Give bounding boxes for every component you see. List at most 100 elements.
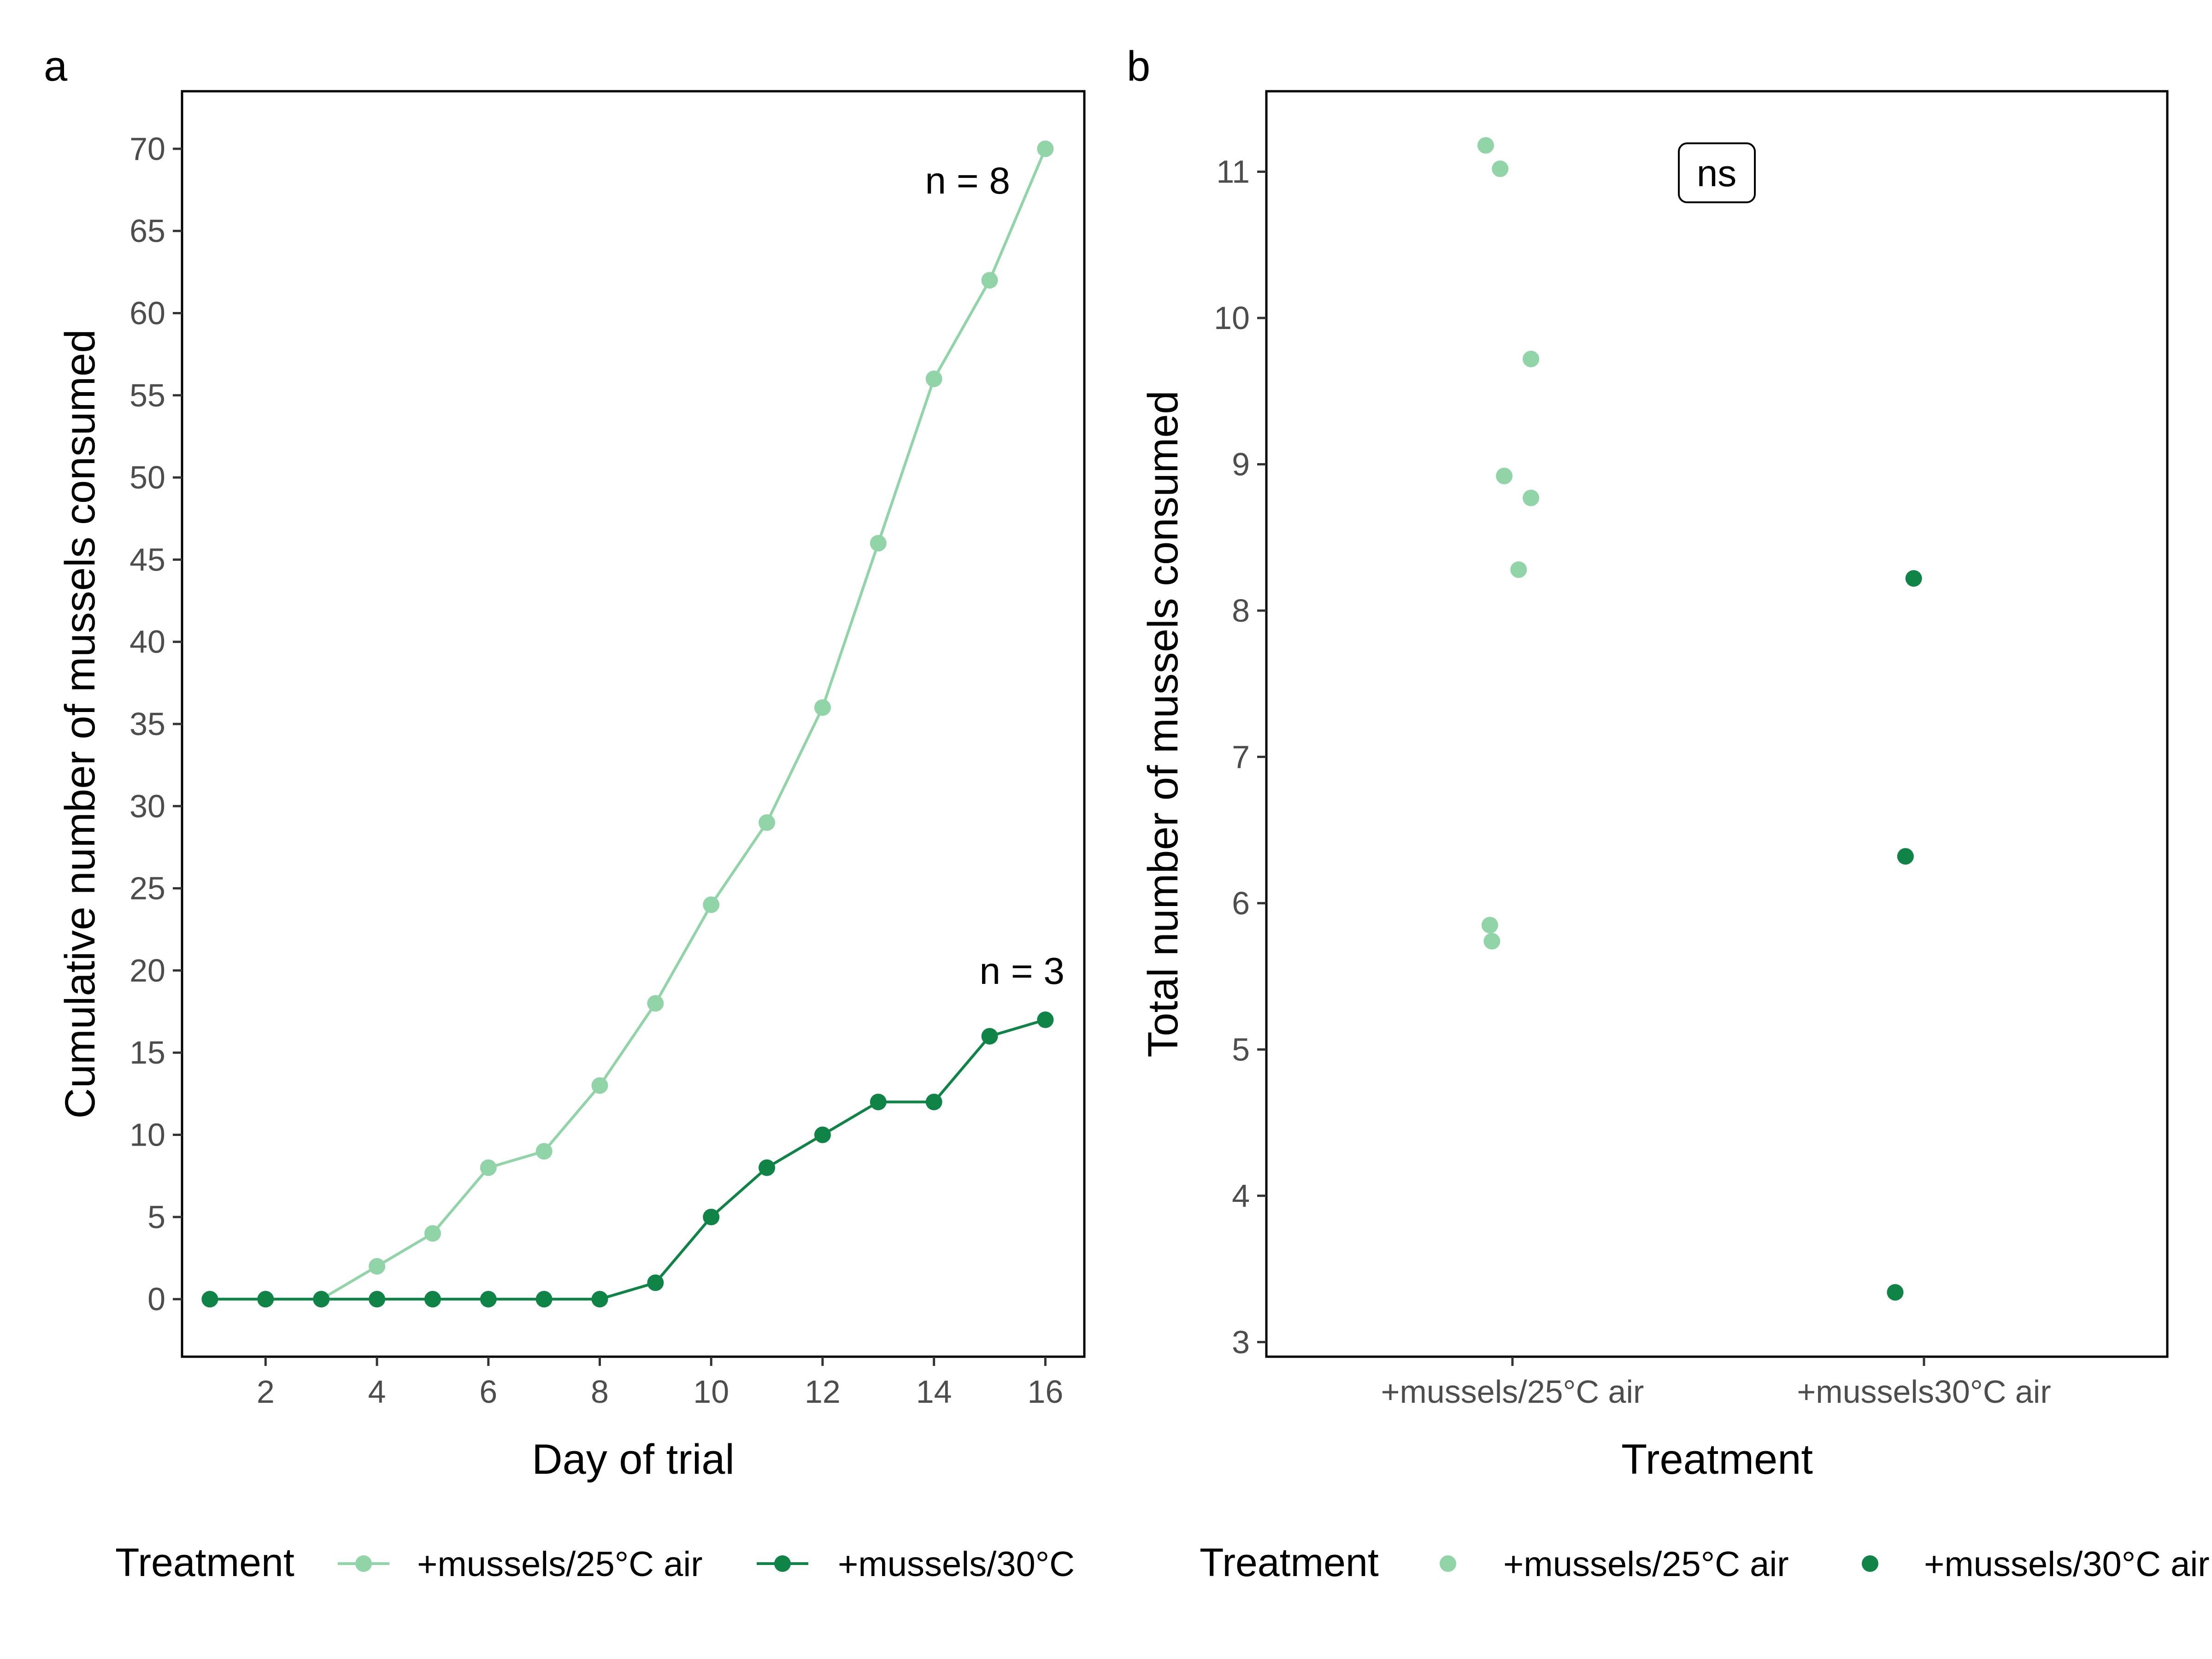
panel-a-tag: a [44,43,68,90]
panel-a-x-axis-title: Day of trial [532,1436,735,1483]
panel-b-x-axis-title: Treatment [1621,1436,1813,1483]
y-tick-label: 10 [1214,300,1250,336]
data-point-s0-day-11 [759,814,776,831]
data-point-s1-day-7 [535,1291,553,1308]
data-point-s0-day-7 [535,1143,553,1160]
data-point-s1-day-11 [759,1159,776,1176]
legend-a: Treatment +mussels/25°C air +mussels/30°… [115,1541,1075,1585]
data-point-s1-day-4 [369,1291,386,1308]
panel-a-y-axis: 0 5 10 15 20 25 30 35 40 45 50 55 60 65 70 [129,131,182,1317]
legend-a-label-1: +mussels/30°C [838,1545,1075,1584]
data-point-s0-day-8 [591,1077,608,1094]
x-tick-label: 10 [693,1374,729,1410]
data-point-s0-day-12 [814,699,831,716]
data-point-s0-day-5 [424,1225,441,1242]
data-point-s0-day-4 [369,1258,386,1275]
legend-a-key-0-point [355,1555,372,1572]
legend-b-title: Treatment [1200,1541,1379,1585]
legend-b-key-0-point [1440,1555,1456,1572]
data-point-s1-day-12 [814,1126,831,1143]
y-tick-label: 15 [129,1035,165,1071]
panel-b-points [1477,137,1922,1301]
data-point-s0-day-10 [703,896,720,913]
data-point-s0-day-14 [925,371,942,388]
y-tick-label: 35 [129,706,165,742]
y-tick-label: 50 [129,459,165,495]
x-tick-label: +mussels30°C air [1797,1374,2051,1410]
x-tick-label: 12 [805,1374,841,1410]
x-tick-label: 16 [1027,1374,1063,1410]
y-tick-label: 4 [1232,1178,1250,1214]
panel-b-frame [1265,90,2169,1358]
x-tick-label: 4 [368,1374,386,1410]
legend-b-label-0: +mussels/25°C air [1503,1545,1789,1584]
y-tick-label: 11 [1216,154,1250,190]
y-tick-label: 10 [129,1117,165,1153]
data-point-s0-2 [1523,350,1540,367]
legend-b-label-1: +mussels/30°C air [1924,1545,2210,1584]
legend-b: Treatment +mussels/25°C air +mussels/30°… [1200,1541,2210,1585]
data-point-s0-4 [1523,489,1540,506]
x-tick-label: +mussels/25°C air [1381,1374,1644,1410]
series-line-1 [210,1018,1046,1301]
data-point-s0-6 [1481,917,1498,934]
y-tick-label: 7 [1232,739,1250,775]
y-tick-label: 0 [147,1281,165,1317]
y-tick-label: 45 [129,541,165,577]
data-point-s1-day-10 [703,1208,720,1225]
data-point-s1-day-16 [1037,1011,1054,1028]
x-tick-label: 8 [591,1374,609,1410]
data-point-s1-day-15 [981,1028,998,1045]
data-point-s0-day-6 [480,1159,497,1176]
y-tick-label: 20 [129,953,165,988]
data-point-s1-day-2 [257,1291,274,1308]
legend-a-title: Treatment [115,1541,294,1585]
x-tick-label: 6 [479,1374,497,1410]
y-tick-label: 60 [129,295,165,331]
x-tick-label: 2 [257,1374,275,1410]
ns-label-box [1678,142,1756,203]
x-tick-label: 14 [916,1374,952,1410]
y-tick-label: 55 [129,377,165,413]
data-point-s1-day-5 [424,1291,441,1308]
panel-a-x-axis: 2 4 6 8 10 12 14 16 [257,1357,1063,1410]
legend-a-key-1-point [774,1555,791,1572]
data-point-s1-day-6 [480,1291,497,1308]
data-point-s0-day-13 [870,535,887,552]
y-tick-label: 40 [129,624,165,660]
y-tick-label: 25 [129,871,165,906]
data-point-s1-day-8 [591,1291,608,1308]
data-point-s1-day-9 [647,1274,664,1291]
y-tick-label: 65 [129,213,165,249]
y-tick-label: 5 [1232,1031,1250,1067]
data-point-s0-day-16 [1037,140,1054,157]
panel-b: b 3 4 5 6 7 8 9 10 11 +mussels/25°C air +mussels3… [1127,43,2169,1483]
data-point-s0-day-9 [647,995,664,1012]
data-point-s1-1 [1897,848,1914,865]
data-point-s0-5 [1510,561,1527,578]
data-point-s0-3 [1496,467,1513,484]
y-tick-label: 6 [1232,885,1250,921]
panel-a-points [201,140,1054,1308]
y-tick-label: 9 [1232,447,1250,482]
panel-b-y-axis-title: Total number of mussels consumed [1140,390,1187,1057]
panel-b-x-axis: +mussels/25°C air +mussels30°C air [1381,1357,2051,1410]
ns-label: ns [1697,153,1737,194]
data-point-s1-day-13 [870,1094,887,1111]
legend-b-key-1-point [1862,1555,1878,1572]
data-point-s0-1 [1492,160,1509,177]
panel-b-tag: b [1127,43,1150,90]
panel-a-y-axis-title: Cumulative number of mussels consumed [57,329,104,1119]
series-line-0 [210,148,1047,1301]
panel-b-y-axis: 3 4 5 6 7 8 9 10 11 [1214,154,1266,1360]
annotation-n-8: n = 8 [925,160,1010,202]
data-point-s0-day-15 [981,272,998,289]
y-tick-label: 8 [1232,593,1250,629]
data-point-s0-0 [1477,137,1494,154]
legend-a-label-0: +mussels/25°C air [417,1545,703,1584]
data-point-s1-day-14 [925,1094,942,1111]
y-tick-label: 3 [1232,1324,1250,1360]
panel-a-series-lines [210,148,1047,1301]
y-tick-label: 70 [129,131,165,167]
data-point-s1-0 [1905,570,1922,587]
